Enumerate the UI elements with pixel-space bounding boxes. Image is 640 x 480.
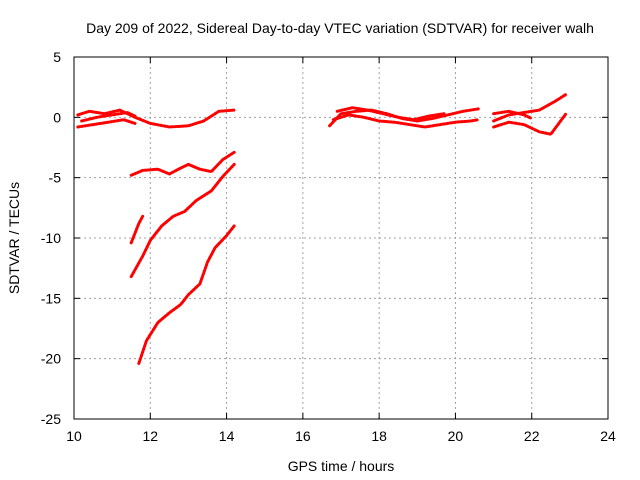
series-track-12: [492, 112, 568, 136]
series-track-4: [129, 150, 236, 177]
y-tick-label: 5: [53, 49, 61, 65]
x-tick-label: 22: [524, 428, 540, 444]
series-track-9: [331, 113, 480, 129]
y-tick-label: -15: [41, 290, 61, 306]
x-tick-label: 24: [600, 428, 616, 444]
series-track-2: [76, 118, 137, 129]
chart-title: Day 209 of 2022, Sidereal Day-to-day VTE…: [86, 20, 594, 36]
series-track-7: [137, 224, 236, 365]
y-tick-label: -25: [41, 411, 61, 427]
x-tick-label: 20: [448, 428, 464, 444]
series-track-3: [80, 111, 137, 123]
series-track-13: [492, 109, 534, 120]
y-tick-label: -20: [41, 351, 61, 367]
y-axis: 5 0 -5 -10 -15 -20 -25: [41, 49, 608, 427]
x-axis: 10 12 14 16 18 20 22 24: [66, 57, 616, 444]
series-track-5: [129, 214, 145, 245]
y-tick-label: -10: [41, 230, 61, 246]
series-track-6: [129, 162, 236, 279]
y-tick-label: 0: [53, 109, 61, 125]
x-tick-label: 16: [295, 428, 311, 444]
x-tick-label: 14: [219, 428, 235, 444]
x-tick-label: 12: [142, 428, 158, 444]
y-axis-label: SDTVAR / TECUs: [6, 182, 22, 294]
series-track-1: [76, 108, 236, 129]
series-track-11: [492, 92, 568, 123]
data-series: [76, 92, 568, 365]
x-tick-label: 10: [66, 428, 82, 444]
y-tick-label: -5: [49, 170, 62, 186]
series-track-10: [335, 106, 446, 122]
x-tick-label: 18: [371, 428, 387, 444]
x-axis-label: GPS time / hours: [288, 458, 395, 474]
